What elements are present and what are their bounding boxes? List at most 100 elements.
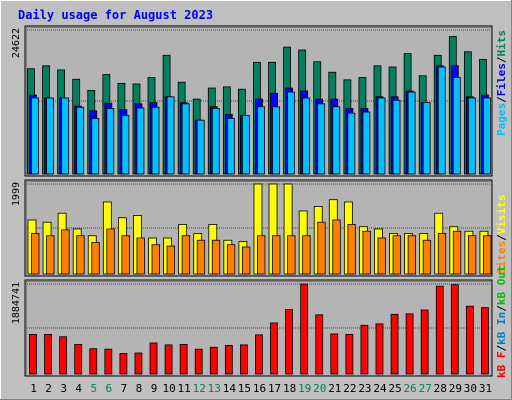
pages-bar <box>196 119 205 175</box>
legend-kbin: kB In <box>495 312 508 345</box>
kbf-bar <box>420 309 429 375</box>
sites-bar <box>302 235 311 275</box>
kbf-bar <box>164 344 173 375</box>
pages-bar <box>407 91 416 175</box>
x-tick-label: 29 <box>449 382 462 395</box>
legend-kbytes: kB F/kB In/kB Out <box>495 265 508 378</box>
kbf-bar <box>360 324 369 375</box>
x-tick-label: 20 <box>313 382 326 395</box>
legend-kbf: kB F <box>495 352 508 379</box>
x-tick-label: 25 <box>388 382 401 395</box>
x-tick-label: 12 <box>193 382 206 395</box>
pages-bar <box>121 115 130 175</box>
legend-sep: / <box>495 96 508 103</box>
x-tick-label: 21 <box>328 382 341 395</box>
chart-title: Daily usage for August 2023 <box>18 8 213 22</box>
kbf-bar <box>405 313 414 375</box>
pages-bar <box>377 97 386 175</box>
kbf-bar <box>224 344 233 375</box>
legend-hits: Hits <box>495 30 508 57</box>
sites-bar <box>422 239 432 275</box>
x-tick-label: 7 <box>121 382 128 395</box>
sites-bar <box>226 244 236 275</box>
x-tick-label: 10 <box>162 382 175 395</box>
kbf-bar <box>300 283 309 375</box>
pages-bar <box>317 103 326 175</box>
pages-bar <box>332 106 341 175</box>
sites-bar <box>196 239 206 275</box>
x-tick-label: 18 <box>283 382 296 395</box>
sites-bar <box>332 219 341 275</box>
x-tick-label: 16 <box>253 382 266 395</box>
x-tick-label: 26 <box>404 382 417 395</box>
kbf-bar <box>44 333 52 375</box>
x-tick-label: 27 <box>419 382 432 395</box>
kbf-bar <box>255 334 263 375</box>
x-tick-label: 30 <box>464 382 477 395</box>
x-tick-label: 22 <box>343 382 356 395</box>
panel-hits-files-pages: 24622 <box>11 25 493 177</box>
legend-hits-files-pages: Pages/Files/Hits <box>495 30 508 136</box>
chart-panels: 2462219991884741Pages/Files/HitsSites/Vi… <box>11 25 508 378</box>
sites-bar <box>181 235 191 275</box>
panel-visits-sites: 1999 <box>11 179 493 277</box>
pages-bar <box>422 102 431 175</box>
sites-bar <box>46 235 55 275</box>
pages-bar <box>226 118 235 175</box>
legend-sep: / <box>495 234 508 241</box>
sites-bar <box>392 235 401 275</box>
kbf-bar <box>465 305 474 375</box>
x-tick-label: 2 <box>45 382 52 395</box>
x-tick-label: 1 <box>30 382 37 395</box>
pages-bar <box>166 96 175 175</box>
y-max-label: 24622 <box>11 28 22 58</box>
sites-bar <box>61 229 70 275</box>
pages-bar <box>287 91 295 175</box>
x-tick-label: 5 <box>90 382 97 395</box>
legend-kbout: kB Out <box>495 265 508 305</box>
kbf-bar <box>435 285 444 375</box>
panel-kbytes: 1884741 <box>11 279 493 377</box>
sites-bar <box>242 246 251 275</box>
sites-bar <box>272 235 281 275</box>
x-tick-label: 31 <box>479 382 492 395</box>
x-tick-label: 3 <box>60 382 67 395</box>
sites-bar <box>362 230 371 275</box>
sites-bar <box>287 235 296 275</box>
x-tick-label: 17 <box>268 382 281 395</box>
legend-files: Files <box>495 63 508 96</box>
sites-bar <box>76 235 85 275</box>
y-max-label: 1884741 <box>11 282 22 324</box>
pages-bar <box>91 118 100 175</box>
pages-bar <box>211 108 220 175</box>
pages-bar <box>362 111 371 175</box>
kbf-bar <box>209 346 218 375</box>
x-tick-label: 19 <box>298 382 311 395</box>
x-tick-label: 9 <box>151 382 158 395</box>
kbf-bar <box>59 336 68 375</box>
pages-bar <box>392 99 401 175</box>
sites-bar <box>211 239 221 275</box>
sites-bar <box>467 235 477 275</box>
pages-bar <box>347 112 356 175</box>
pages-bar <box>467 97 476 175</box>
kbf-bar <box>134 352 143 375</box>
kbf-bar <box>119 353 128 375</box>
y-max-label: 1999 <box>11 182 22 206</box>
sites-bar <box>407 235 417 275</box>
legend-sites: Sites <box>495 241 508 274</box>
kbf-bar <box>375 323 384 375</box>
sites-bar <box>166 245 175 275</box>
sites-bar <box>483 235 492 275</box>
kbf-bar <box>104 348 113 375</box>
legend-sep: / <box>495 345 508 352</box>
kbf-bar <box>194 348 203 375</box>
kbf-bar <box>74 343 83 375</box>
legend-sep: / <box>495 56 508 63</box>
legend-pages: Pages <box>495 103 508 136</box>
sites-bar <box>136 237 145 275</box>
pages-bar <box>61 97 70 175</box>
kbf-bar <box>149 342 158 375</box>
kbf-bar <box>450 284 459 375</box>
kbf-bar <box>270 322 278 375</box>
